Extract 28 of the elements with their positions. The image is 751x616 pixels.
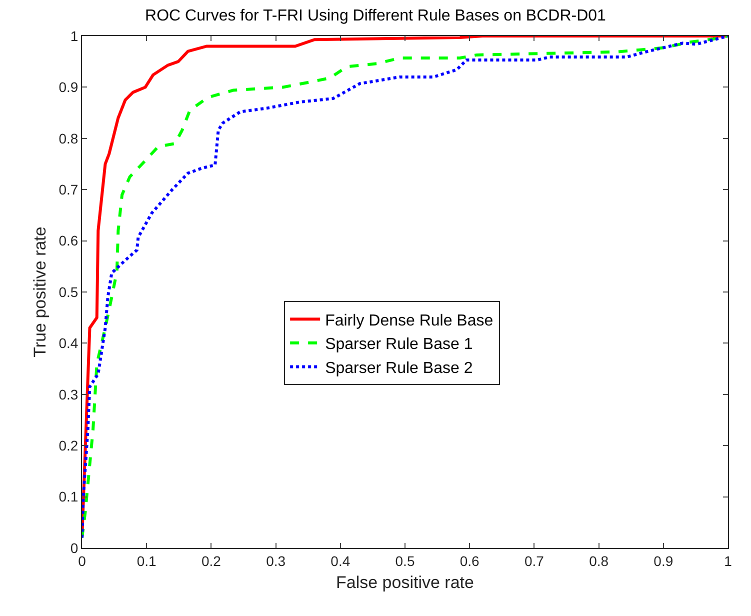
x-tick-label: 0.6	[460, 552, 480, 569]
x-tick-label: 0.7	[524, 552, 544, 569]
y-tick-label: 0.2	[58, 438, 78, 454]
y-tick-label: 0.1	[58, 488, 78, 505]
x-tick-label: 0.3	[266, 552, 286, 569]
x-axis-title: False positive rate	[336, 573, 474, 592]
chart-title: ROC Curves for T-FRI Using Different Rule Bases on BCDR-D01	[145, 7, 606, 24]
y-tick-label: 0.5	[58, 284, 78, 300]
y-tick-label: 0.4	[58, 335, 78, 352]
y-tick-label: 0.9	[58, 79, 78, 96]
x-tick-label: 1	[724, 552, 732, 569]
x-tick-label: 0.8	[589, 552, 609, 569]
y-axis-title: True positive rate	[30, 226, 50, 358]
x-tick-label: 0.5	[395, 552, 415, 569]
y-tick-label: 0.7	[58, 182, 78, 198]
x-tick-label: 0.1	[136, 552, 157, 569]
legend-label: Sparser Rule Base 2	[325, 360, 473, 377]
line-series	[82, 36, 728, 540]
y-tick-label: 1	[70, 28, 78, 44]
x-tick-label: 0.4	[330, 552, 350, 569]
x-tick-label: 0.2	[201, 552, 222, 569]
legend-label: Fairly Dense Rule Base	[325, 312, 494, 330]
y-tick-label: 0.6	[58, 232, 78, 249]
y-tick-label: 0	[70, 540, 78, 556]
legend-label: Sparser Rule Base 1	[325, 336, 473, 354]
y-tick-label: 0.8	[58, 130, 78, 146]
x-tick-label: 0.9	[654, 552, 674, 569]
y-tick-label: 0.3	[58, 386, 78, 402]
